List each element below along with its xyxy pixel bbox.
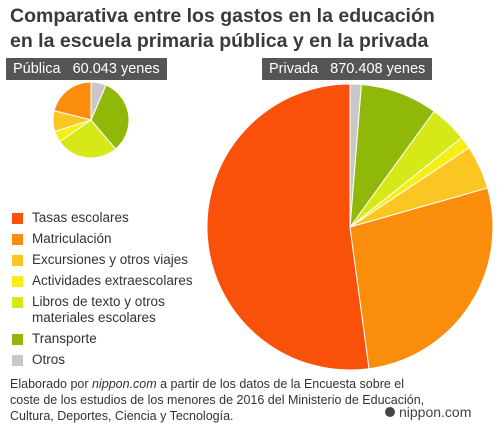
- private-label-total: 870.408 yenes: [330, 61, 426, 77]
- public-total-label: Pública 60.043 yenes: [6, 58, 167, 80]
- legend-item-matriculacion: Matriculación: [12, 231, 193, 247]
- private-slice-otros: [349, 83, 362, 228]
- legend-label: Transporte: [32, 331, 97, 346]
- brand-text: nippon.com: [399, 404, 472, 420]
- legend-item-transporte: Transporte: [12, 331, 193, 347]
- legend-swatch: [12, 297, 23, 308]
- legend-swatch: [12, 255, 23, 266]
- source-note: Elaborado por nippon.com a partir de los…: [10, 376, 430, 424]
- title-line-1: Comparativa entre los gastos en la educa…: [10, 5, 435, 27]
- legend-item-actividades-extraescolares: Actividades extraescolares: [12, 273, 193, 289]
- legend-label: Actividades extraescolares: [32, 273, 193, 288]
- legend-swatch: [12, 234, 23, 245]
- private-pie: [206, 83, 494, 371]
- public-label-name: Pública: [13, 61, 61, 77]
- legend-label: Tasas escolares: [32, 210, 129, 225]
- private-slice-tasas-escolares: [206, 83, 370, 371]
- public-slice-matriculacion: [53, 81, 92, 121]
- private-slice-matriculacion: [349, 187, 494, 370]
- public-slice-transporte: [90, 84, 130, 150]
- source-suffix: a partir de los datos de la Encuesta sob…: [10, 377, 425, 423]
- legend-swatch: [12, 276, 23, 287]
- legend-item-libros-de-texto-y-otros-materiales-escolares: Libros de texto y otros materiales escol…: [12, 294, 193, 326]
- legend: Tasas escolares Matriculación Excursiones …: [12, 210, 193, 373]
- brand-logo: nippon.com: [385, 404, 471, 420]
- public-pie: [52, 81, 130, 159]
- legend-item-tasas-escolares: Tasas escolares: [12, 210, 193, 226]
- source-prefix: Elaborado por: [10, 377, 93, 391]
- private-label-name: Privada: [269, 61, 319, 77]
- legend-item-otros: Otros: [12, 352, 193, 368]
- legend-label: Matriculación: [32, 231, 112, 246]
- legend-item-excursiones-y-otros-viajes: Excursiones y otros viajes: [12, 252, 193, 268]
- public-slice-otros: [90, 81, 107, 121]
- brand-dot-icon: [385, 407, 395, 417]
- source-site: nippon.com: [92, 377, 157, 391]
- public-label-total: 60.043 yenes: [72, 61, 160, 77]
- legend-label: Libros de texto y otros materiales escol…: [32, 294, 165, 325]
- legend-label: Otros: [32, 352, 66, 367]
- title-line-2: en la escuela primaria pública y en la p…: [10, 30, 429, 52]
- legend-swatch: [12, 334, 23, 345]
- legend-swatch: [12, 355, 23, 366]
- public-slice-libros-de-texto-y-otros-materiales-escolares: [59, 119, 117, 159]
- legend-swatch: [12, 213, 23, 224]
- chart-title: Comparativa entre los gastos en la educa…: [10, 4, 435, 54]
- private-total-label: Privada 870.408 yenes: [262, 58, 433, 80]
- legend-label: Excursiones y otros viajes: [32, 252, 189, 267]
